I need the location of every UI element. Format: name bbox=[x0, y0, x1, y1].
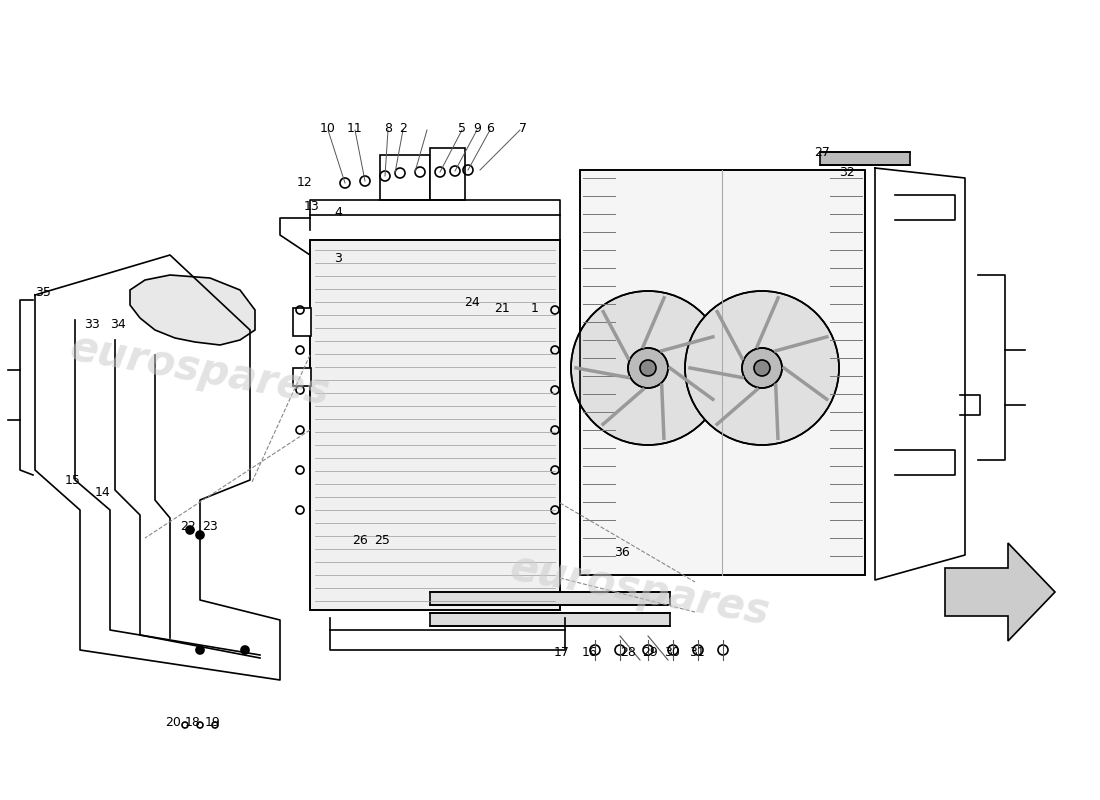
Bar bbox=[293, 368, 311, 386]
Bar bbox=[379, 155, 430, 200]
Text: 30: 30 bbox=[664, 646, 680, 658]
Circle shape bbox=[196, 531, 204, 539]
Text: 36: 36 bbox=[614, 546, 630, 559]
Circle shape bbox=[742, 348, 782, 388]
Text: 24: 24 bbox=[464, 295, 480, 309]
Text: eurospares: eurospares bbox=[507, 546, 773, 634]
Circle shape bbox=[640, 360, 656, 376]
Text: 3: 3 bbox=[334, 251, 342, 265]
Bar bbox=[580, 170, 865, 575]
Bar bbox=[293, 308, 311, 336]
Bar bbox=[310, 240, 560, 610]
Text: 20: 20 bbox=[165, 715, 180, 729]
Text: 14: 14 bbox=[95, 486, 111, 498]
Polygon shape bbox=[130, 275, 255, 345]
Text: 10: 10 bbox=[320, 122, 336, 134]
Polygon shape bbox=[945, 543, 1055, 641]
Bar bbox=[430, 613, 670, 626]
Text: 15: 15 bbox=[65, 474, 81, 486]
Text: 9: 9 bbox=[473, 122, 481, 134]
Circle shape bbox=[685, 291, 839, 445]
Text: 1: 1 bbox=[531, 302, 539, 314]
Text: eurospares: eurospares bbox=[67, 326, 333, 414]
Circle shape bbox=[241, 646, 249, 654]
Text: 12: 12 bbox=[297, 177, 312, 190]
Circle shape bbox=[571, 291, 725, 445]
Text: 32: 32 bbox=[839, 166, 855, 179]
Text: 2: 2 bbox=[399, 122, 407, 134]
Bar bbox=[430, 592, 670, 605]
Text: 23: 23 bbox=[202, 521, 218, 534]
Text: 31: 31 bbox=[689, 646, 705, 658]
Circle shape bbox=[628, 348, 668, 388]
Bar bbox=[430, 148, 465, 200]
Text: 29: 29 bbox=[642, 646, 658, 658]
Circle shape bbox=[196, 646, 204, 654]
Text: 19: 19 bbox=[205, 715, 221, 729]
Text: 22: 22 bbox=[180, 521, 196, 534]
Bar bbox=[580, 170, 865, 575]
Text: 18: 18 bbox=[185, 715, 201, 729]
Text: 11: 11 bbox=[348, 122, 363, 134]
Text: 26: 26 bbox=[352, 534, 367, 546]
Text: 16: 16 bbox=[582, 646, 598, 658]
Text: 6: 6 bbox=[486, 122, 494, 134]
Bar bbox=[310, 240, 560, 610]
Text: 17: 17 bbox=[554, 646, 570, 658]
Text: 27: 27 bbox=[814, 146, 829, 159]
Text: 28: 28 bbox=[620, 646, 636, 658]
Text: 13: 13 bbox=[304, 201, 320, 214]
Bar bbox=[820, 152, 910, 165]
Text: 33: 33 bbox=[84, 318, 100, 331]
Circle shape bbox=[186, 526, 194, 534]
Text: 35: 35 bbox=[35, 286, 51, 299]
Circle shape bbox=[754, 360, 770, 376]
Text: 8: 8 bbox=[384, 122, 392, 134]
Text: 5: 5 bbox=[458, 122, 466, 134]
Text: 7: 7 bbox=[519, 122, 527, 134]
Text: 34: 34 bbox=[110, 318, 125, 331]
Text: 4: 4 bbox=[334, 206, 342, 219]
Text: 25: 25 bbox=[374, 534, 389, 546]
Text: 21: 21 bbox=[494, 302, 510, 314]
